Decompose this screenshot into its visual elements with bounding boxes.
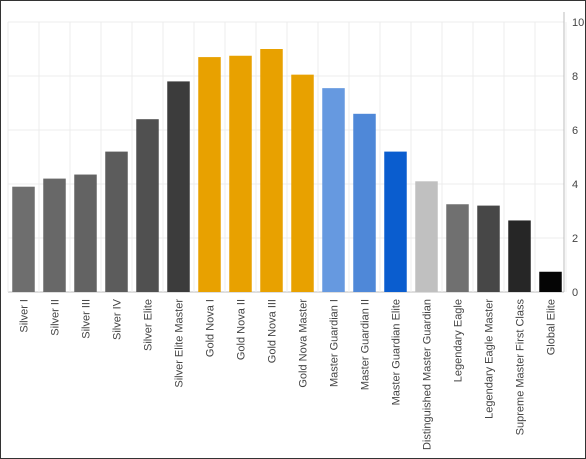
- bar: [74, 174, 97, 292]
- x-tick-label: Silver II: [50, 299, 62, 336]
- bar: [260, 49, 283, 292]
- x-tick-label: Legendary Eagle Master: [484, 299, 496, 419]
- bar: [477, 205, 500, 292]
- x-tick-label: Silver Elite Master: [174, 299, 186, 388]
- bar: [384, 151, 407, 292]
- x-tick-label: Master Guardian Elite: [391, 299, 403, 405]
- y-tick-label: 10: [572, 17, 584, 29]
- x-axis-labels: Silver I Silver II Silver III Silver IV Silv…: [19, 298, 558, 450]
- x-tick-label: Gold Nova I: [205, 299, 217, 357]
- y-tick-label: 8: [572, 71, 578, 83]
- bar: [508, 220, 531, 292]
- bars-layer: [12, 49, 562, 293]
- y-axis: 0 2 4 6 8 10: [563, 12, 584, 299]
- x-tick-label: Legendary Eagle: [453, 299, 465, 382]
- x-tick-label: Silver III: [81, 299, 93, 339]
- x-tick-label: Supreme Master First Class: [515, 299, 527, 436]
- bar: [136, 119, 159, 292]
- bar: [167, 81, 190, 293]
- bar: [291, 74, 314, 293]
- y-tick-label: 0: [572, 287, 578, 299]
- x-tick-label: Silver IV: [112, 298, 124, 340]
- y-tick-label: 2: [572, 233, 578, 245]
- bar: [229, 55, 252, 292]
- x-tick-label: Silver I: [19, 299, 31, 333]
- x-tick-label: Gold Nova Master: [298, 299, 310, 388]
- x-tick-label: Distinguished Master Guardian: [422, 299, 434, 450]
- x-tick-label: Gold Nova II: [236, 299, 248, 360]
- x-tick-label: Silver Elite: [143, 299, 155, 351]
- x-tick-label: Master Guardian II: [360, 299, 372, 390]
- x-tick-label: Global Elite: [546, 299, 558, 355]
- bar: [198, 57, 221, 292]
- y-tick-label: 6: [572, 125, 578, 137]
- x-tick-label: Master Guardian I: [329, 299, 341, 387]
- bar: [322, 88, 345, 293]
- bar: [539, 271, 562, 292]
- y-tick-label: 4: [572, 179, 578, 191]
- x-tick-label: Gold Nova III: [267, 299, 279, 363]
- bar: [446, 204, 469, 292]
- bar: [12, 186, 35, 292]
- bar: [105, 151, 128, 292]
- bar: [353, 113, 376, 292]
- bar: [415, 181, 438, 292]
- bar: [43, 178, 66, 292]
- grid-layer: [7, 21, 567, 293]
